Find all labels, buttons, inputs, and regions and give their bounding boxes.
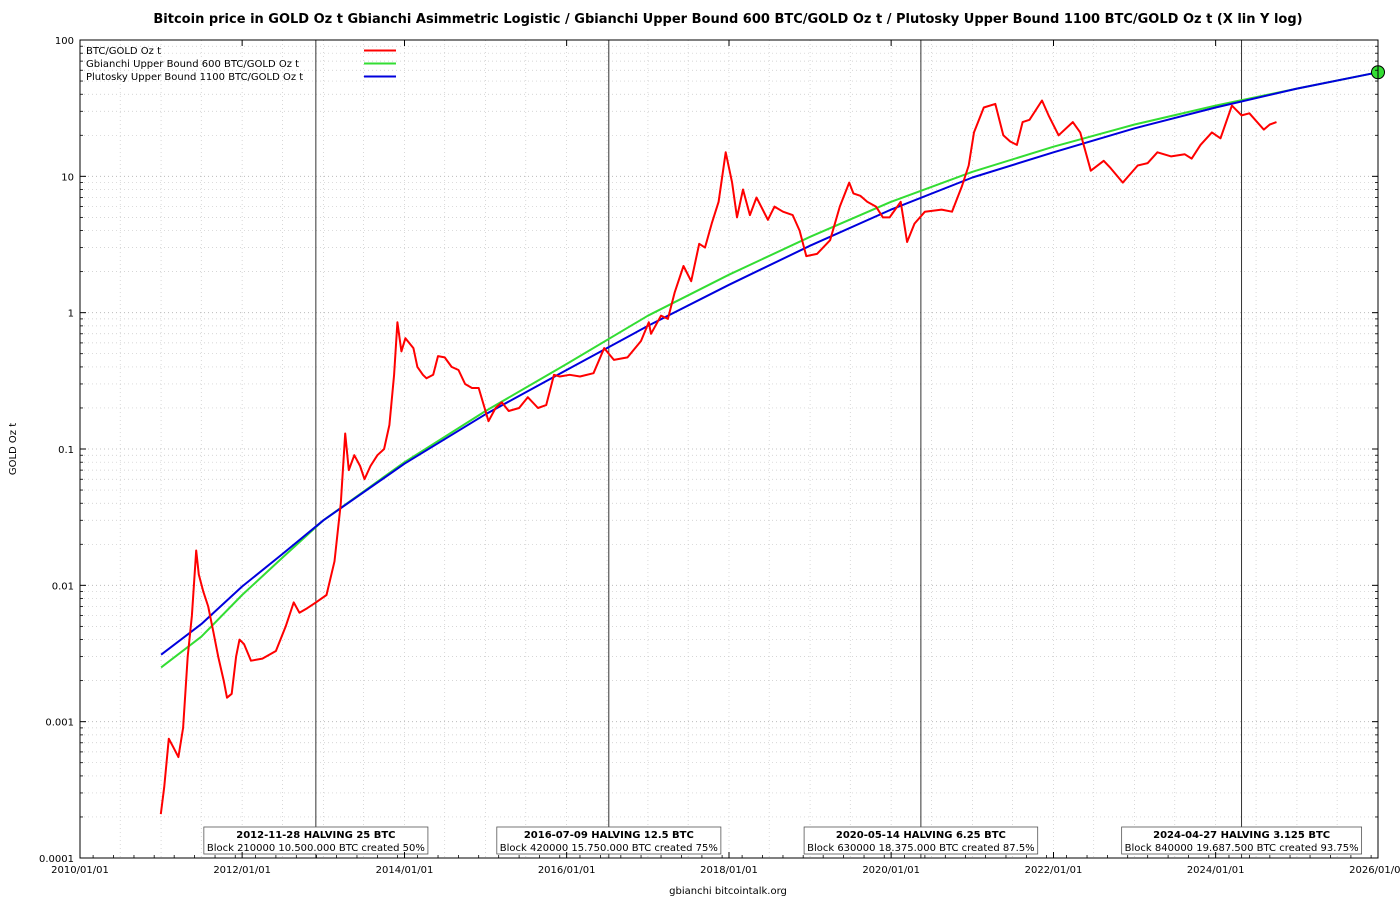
halving-subtitle: Block 420000 15.750.000 BTC created 75% [500, 843, 718, 854]
halving-subtitle: Block 840000 19.687.500 BTC created 93.7… [1125, 843, 1359, 854]
x-tick-label: 2014/01/01 [376, 865, 434, 876]
halving-title: 2020-05-14 HALVING 6.25 BTC [836, 830, 1006, 841]
y-tick-label: 0.0001 [39, 854, 74, 865]
y-tick-label: 1 [68, 309, 74, 320]
x-tick-label: 2010/01/01 [51, 865, 109, 876]
legend-label: Plutosky Upper Bound 1100 BTC/GOLD Oz t [86, 72, 303, 83]
halving-title: 2016-07-09 HALVING 12.5 BTC [524, 830, 694, 841]
halving-title: 2024-04-27 HALVING 3.125 BTC [1153, 830, 1330, 841]
series-line-0 [159, 99, 1277, 815]
x-tick-label: 2024/01/01 [1187, 865, 1245, 876]
halving-box-frame [803, 826, 1039, 855]
halving-box: 2016-07-09 HALVING 12.5 BTC Block 420000 … [496, 826, 722, 855]
axes: 0.0001 0.001 0.01 0.1 1 10 100 2010/01/01 2012/0… [39, 36, 1400, 876]
y-tick-label: 0.1 [58, 445, 74, 456]
y-tick-label: 0.001 [45, 718, 74, 729]
series-line-2 [160, 71, 1379, 656]
x-tick-label: 2016/01/01 [538, 865, 596, 876]
y-tick-label: 100 [55, 36, 74, 47]
series-line-1 [160, 71, 1379, 669]
x-tick-label: 2026/01/01 [1349, 865, 1400, 876]
halving-box-frame [203, 826, 429, 855]
y-tick-label: 0.01 [52, 581, 74, 592]
halving-subtitle: Block 630000 18.375.000 BTC created 87.5… [807, 843, 1035, 854]
halving-box: 2024-04-27 HALVING 3.125 BTC Block 840000… [1121, 826, 1363, 855]
chart-title: Bitcoin price in GOLD Oz t Gbianchi Asim… [153, 12, 1302, 27]
series-layer [159, 65, 1385, 815]
halving-lines [315, 40, 1243, 858]
x-tick-label: 2018/01/01 [700, 865, 758, 876]
x-tick-label: 2012/01/01 [213, 865, 271, 876]
halving-subtitle: Block 210000 10.500.000 BTC created 50% [207, 843, 425, 854]
y-tick-label: 10 [61, 172, 74, 183]
halving-box: 2020-05-14 HALVING 6.25 BTC Block 630000 … [803, 826, 1039, 855]
x-axis-label: gbianchi bitcointalk.org [669, 886, 787, 897]
legend-label: Gbianchi Upper Bound 600 BTC/GOLD Oz t [86, 59, 299, 70]
halving-box: 2012-11-28 HALVING 25 BTC Block 210000 10… [203, 826, 429, 855]
legend-label: BTC/GOLD Oz t [86, 46, 161, 57]
x-tick-label: 2020/01/01 [862, 865, 920, 876]
halving-box-frame [496, 826, 722, 855]
halving-boxes: 2012-11-28 HALVING 25 BTC Block 210000 10… [203, 826, 1363, 855]
halving-title: 2012-11-28 HALVING 25 BTC [236, 830, 395, 841]
x-tick-label: 2022/01/01 [1025, 865, 1083, 876]
halving-box-frame [1121, 826, 1363, 855]
legend: BTC/GOLD Oz t Gbianchi Upper Bound 600 BT… [86, 46, 396, 83]
y-axis-label: GOLD Oz t [8, 423, 19, 475]
